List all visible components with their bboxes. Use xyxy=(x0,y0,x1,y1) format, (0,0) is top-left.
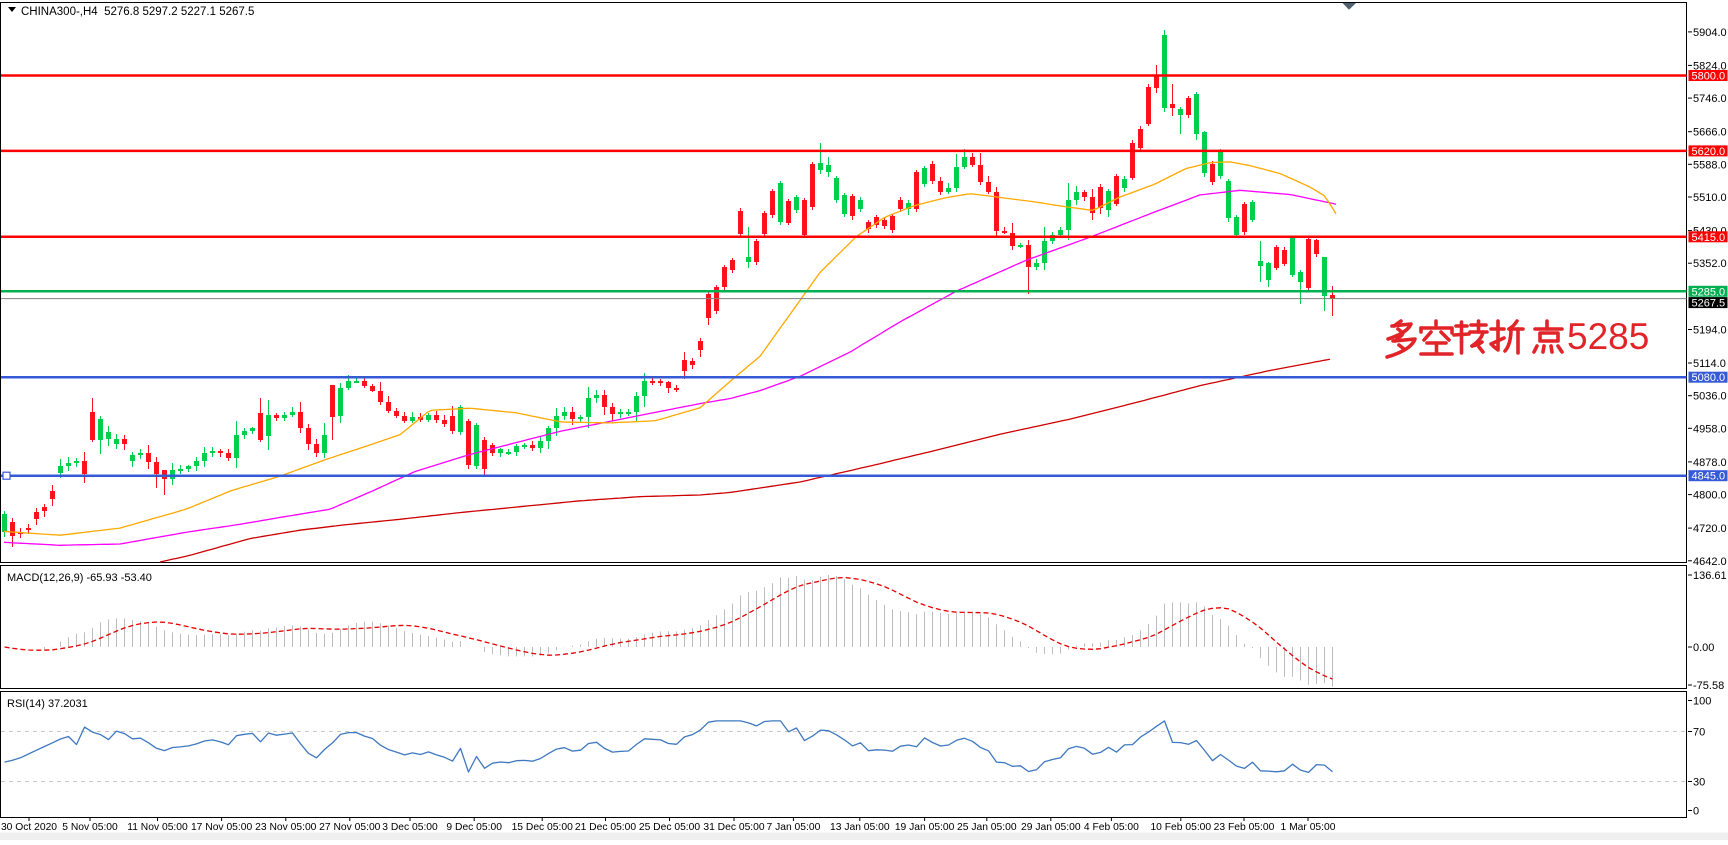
svg-text:30: 30 xyxy=(1693,777,1705,789)
svg-text:5746.0: 5746.0 xyxy=(1693,93,1727,105)
svg-text:4800.0: 4800.0 xyxy=(1693,490,1727,502)
svg-text:23 Feb 05:00: 23 Feb 05:00 xyxy=(1214,822,1275,833)
svg-text:25 Jan 05:00: 25 Jan 05:00 xyxy=(957,822,1017,833)
svg-text:5285.0: 5285.0 xyxy=(1692,286,1726,298)
svg-text:5036.0: 5036.0 xyxy=(1693,391,1727,403)
svg-text:5 Nov 05:00: 5 Nov 05:00 xyxy=(62,822,118,833)
svg-text:5510.0: 5510.0 xyxy=(1693,192,1727,204)
svg-text:4958.0: 4958.0 xyxy=(1693,423,1727,435)
svg-text:5194.0: 5194.0 xyxy=(1693,325,1727,337)
svg-text:4878.0: 4878.0 xyxy=(1693,457,1727,469)
svg-text:100: 100 xyxy=(1693,696,1711,708)
svg-text:30 Oct 2020: 30 Oct 2020 xyxy=(1,822,57,833)
svg-text:31 Dec 05:00: 31 Dec 05:00 xyxy=(703,822,765,833)
svg-text:23 Nov 05:00: 23 Nov 05:00 xyxy=(255,822,317,833)
svg-text:4 Feb 05:00: 4 Feb 05:00 xyxy=(1084,822,1139,833)
svg-text:CHINA300-,H4 5276.8 5297.2 52: CHINA300-,H4 5276.8 5297.2 5227.1 5267.5 xyxy=(21,6,254,18)
svg-text:10 Feb 05:00: 10 Feb 05:00 xyxy=(1150,822,1211,833)
svg-text:5800.0: 5800.0 xyxy=(1692,71,1726,83)
svg-text:13 Jan 05:00: 13 Jan 05:00 xyxy=(830,822,890,833)
svg-text:27 Nov 05:00: 27 Nov 05:00 xyxy=(319,822,381,833)
svg-text:3 Dec 05:00: 3 Dec 05:00 xyxy=(382,822,438,833)
svg-text:29 Jan 05:00: 29 Jan 05:00 xyxy=(1021,822,1081,833)
svg-text:4720.0: 4720.0 xyxy=(1693,523,1727,535)
svg-text:5114.0: 5114.0 xyxy=(1693,358,1726,370)
svg-text:17 Nov 05:00: 17 Nov 05:00 xyxy=(191,822,253,833)
svg-text:5285: 5285 xyxy=(1567,316,1649,357)
svg-text:5267.5: 5267.5 xyxy=(1692,298,1726,310)
svg-text:5824.0: 5824.0 xyxy=(1693,60,1727,72)
svg-text:5588.0: 5588.0 xyxy=(1693,159,1727,171)
svg-text:5080.0: 5080.0 xyxy=(1692,372,1726,384)
svg-text:136.61: 136.61 xyxy=(1693,570,1727,582)
svg-text:1 Mar 05:00: 1 Mar 05:00 xyxy=(1281,822,1336,833)
svg-text:MACD(12,26,9) -65.93 -53.40: MACD(12,26,9) -65.93 -53.40 xyxy=(7,572,152,584)
svg-text:RSI(14) 37.2031: RSI(14) 37.2031 xyxy=(7,698,88,710)
svg-text:19 Jan 05:00: 19 Jan 05:00 xyxy=(895,822,955,833)
svg-text:5415.0: 5415.0 xyxy=(1692,232,1726,244)
svg-text:25 Dec 05:00: 25 Dec 05:00 xyxy=(639,822,701,833)
svg-text:5352.0: 5352.0 xyxy=(1693,258,1727,270)
svg-text:5666.0: 5666.0 xyxy=(1693,127,1727,139)
svg-text:5904.0: 5904.0 xyxy=(1693,27,1727,39)
svg-text:21 Dec 05:00: 21 Dec 05:00 xyxy=(575,822,637,833)
svg-text:4642.0: 4642.0 xyxy=(1693,556,1727,568)
svg-text:70: 70 xyxy=(1693,727,1705,739)
svg-text:9 Dec 05:00: 9 Dec 05:00 xyxy=(446,822,502,833)
svg-text:5620.0: 5620.0 xyxy=(1692,146,1726,158)
svg-text:-75.58: -75.58 xyxy=(1693,680,1724,692)
svg-text:0.00: 0.00 xyxy=(1693,642,1714,654)
svg-text:11 Nov 05:00: 11 Nov 05:00 xyxy=(127,822,188,833)
svg-text:7 Jan 05:00: 7 Jan 05:00 xyxy=(766,822,820,833)
svg-text:4845.0: 4845.0 xyxy=(1692,471,1726,483)
svg-text:0: 0 xyxy=(1693,806,1699,818)
svg-text:15 Dec 05:00: 15 Dec 05:00 xyxy=(512,822,574,833)
